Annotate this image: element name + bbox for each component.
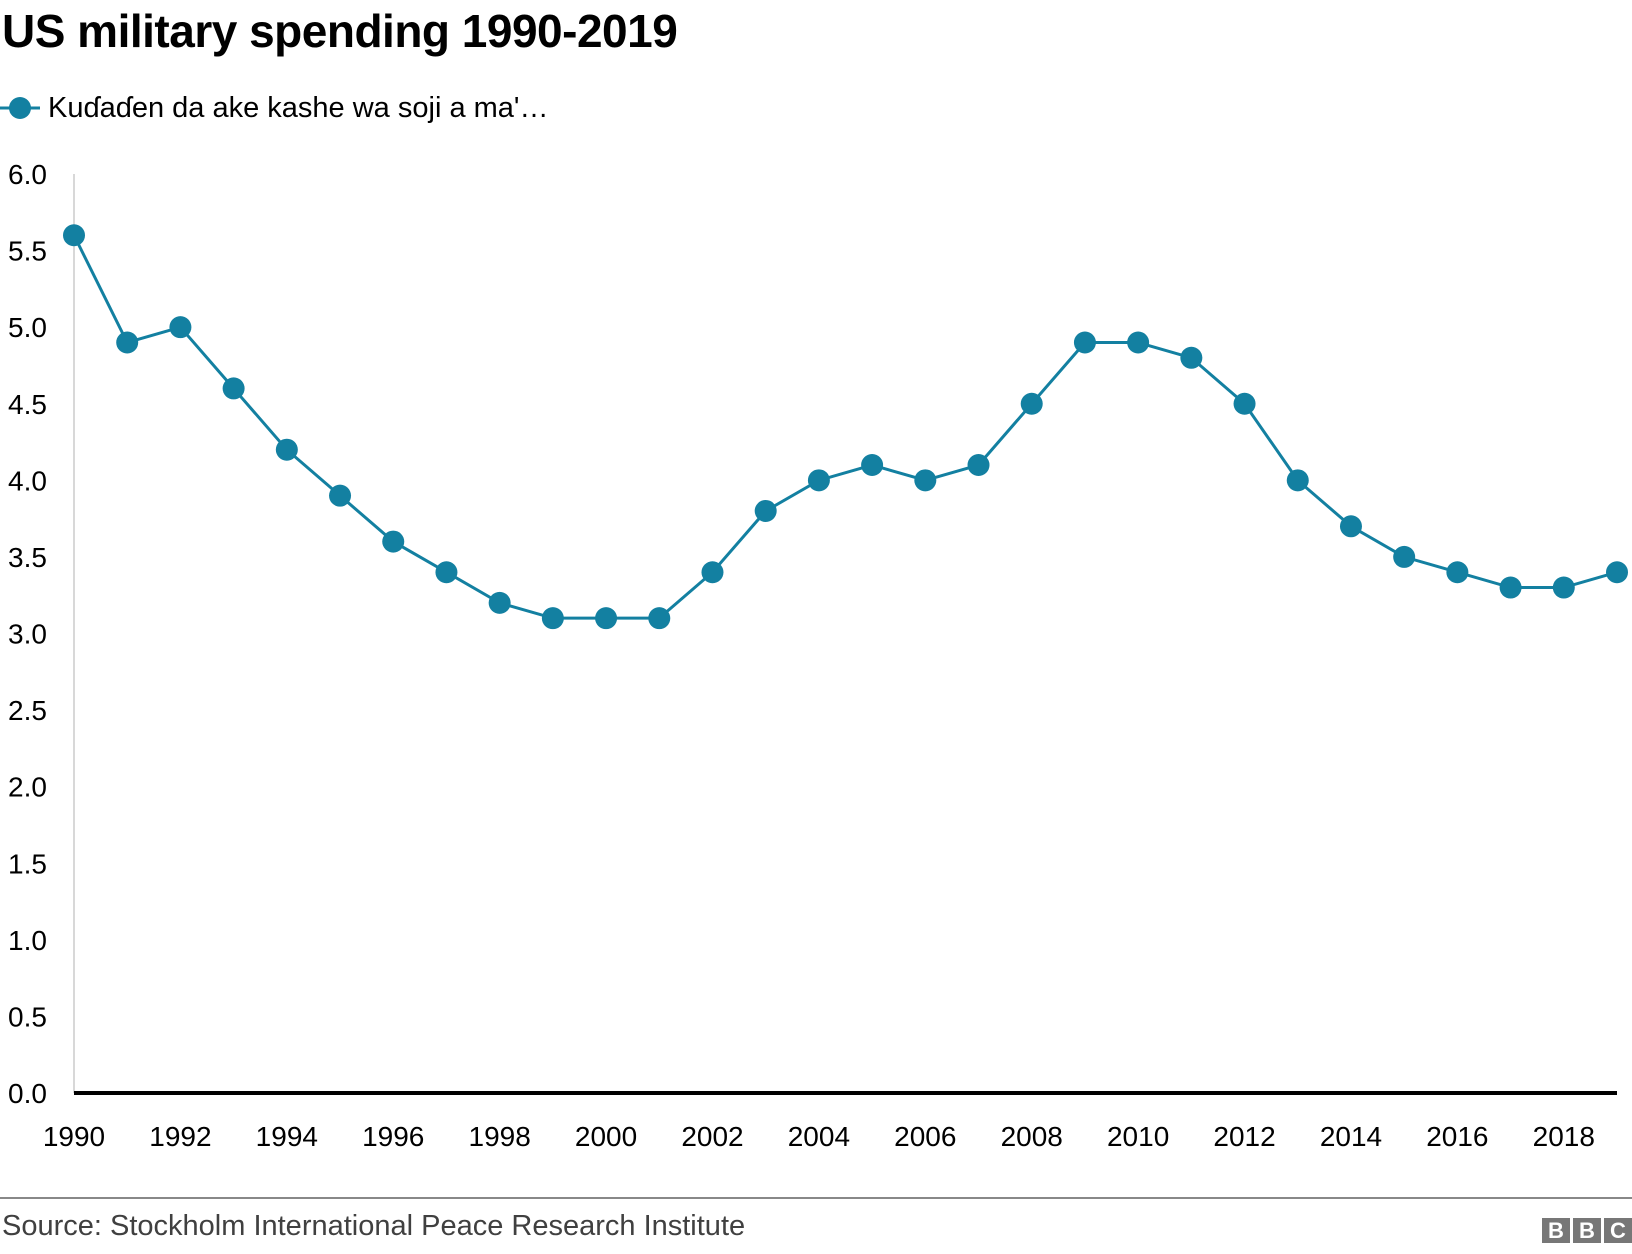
data-point (1073, 331, 1096, 354)
y-tick-label: 6.0 (8, 159, 47, 190)
x-tick-label: 1992 (149, 1121, 211, 1152)
x-tick-label: 2012 (1213, 1121, 1275, 1152)
x-tick-label: 2018 (1533, 1121, 1595, 1152)
x-tick-label: 2004 (788, 1121, 850, 1152)
y-tick-label: 3.0 (8, 619, 47, 650)
data-point (329, 484, 352, 507)
y-tick-label: 2.5 (8, 695, 47, 726)
line-chart: 0.0 0.5 1.0 1.5 2.0 2.5 3.0 3.5 4.0 4.5 5.0 5.5 6.0 1… (8, 159, 1628, 1152)
x-tick-label: 1996 (362, 1121, 424, 1152)
legend: Kuɗaɗen da ake kashe wa soji a ma'… (0, 88, 548, 128)
data-point (435, 561, 458, 584)
y-tick-label: 0.0 (8, 1078, 47, 1109)
data-point (382, 530, 405, 553)
data-point (1339, 515, 1362, 538)
data-point (116, 331, 139, 354)
y-tick-label: 5.5 (8, 236, 47, 267)
data-point (1393, 545, 1416, 568)
x-tick-label: 2014 (1320, 1121, 1382, 1152)
data-point (541, 607, 564, 630)
series-line (72, 234, 1618, 620)
y-tick-label: 5.0 (8, 312, 47, 343)
data-point (1020, 392, 1043, 415)
x-tick-label: 2010 (1107, 1121, 1169, 1152)
data-point (488, 591, 511, 614)
data-point (1552, 576, 1575, 599)
data-point (701, 561, 724, 584)
data-point (861, 454, 884, 477)
x-tick-label: 1994 (256, 1121, 318, 1152)
y-tick-label: 1.5 (8, 848, 47, 879)
data-point (1233, 392, 1256, 415)
data-point (967, 454, 990, 477)
y-tick-label: 3.5 (8, 542, 47, 573)
data-point (754, 499, 777, 522)
data-point (1446, 561, 1469, 584)
legend-marker-icon (0, 97, 40, 119)
x-tick-label: 1998 (469, 1121, 531, 1152)
x-tick-label: 2008 (1001, 1121, 1063, 1152)
data-point (595, 607, 618, 630)
data-point (1180, 346, 1203, 369)
x-tick-label: 2016 (1426, 1121, 1488, 1152)
x-tick-label: 2000 (575, 1121, 637, 1152)
y-tick-label: 4.5 (8, 389, 47, 420)
y-tick-label: 2.0 (8, 772, 47, 803)
data-point (275, 438, 298, 461)
footer-divider (0, 1197, 1632, 1199)
legend-label: Kuɗaɗen da ake kashe wa soji a ma'… (48, 91, 549, 124)
y-tick-label: 0.5 (8, 1001, 47, 1032)
data-point (807, 469, 830, 492)
data-point (222, 377, 245, 400)
data-point (914, 469, 937, 492)
y-tick-label: 4.0 (8, 465, 47, 496)
x-tick-label: 2002 (681, 1121, 743, 1152)
data-point (169, 316, 192, 339)
chart-title: US military spending 1990-2019 (2, 5, 678, 57)
data-point (63, 224, 85, 247)
x-tick-label: 1990 (43, 1121, 105, 1152)
data-point (648, 607, 671, 630)
source-note: Source: Stockholm International Peace Re… (2, 1210, 746, 1242)
x-tick-label: 2006 (894, 1121, 956, 1152)
data-point (1127, 331, 1150, 354)
y-tick-label: 1.0 (8, 925, 47, 956)
data-point (1286, 469, 1309, 492)
data-point (1499, 576, 1522, 599)
data-point (1606, 561, 1628, 584)
